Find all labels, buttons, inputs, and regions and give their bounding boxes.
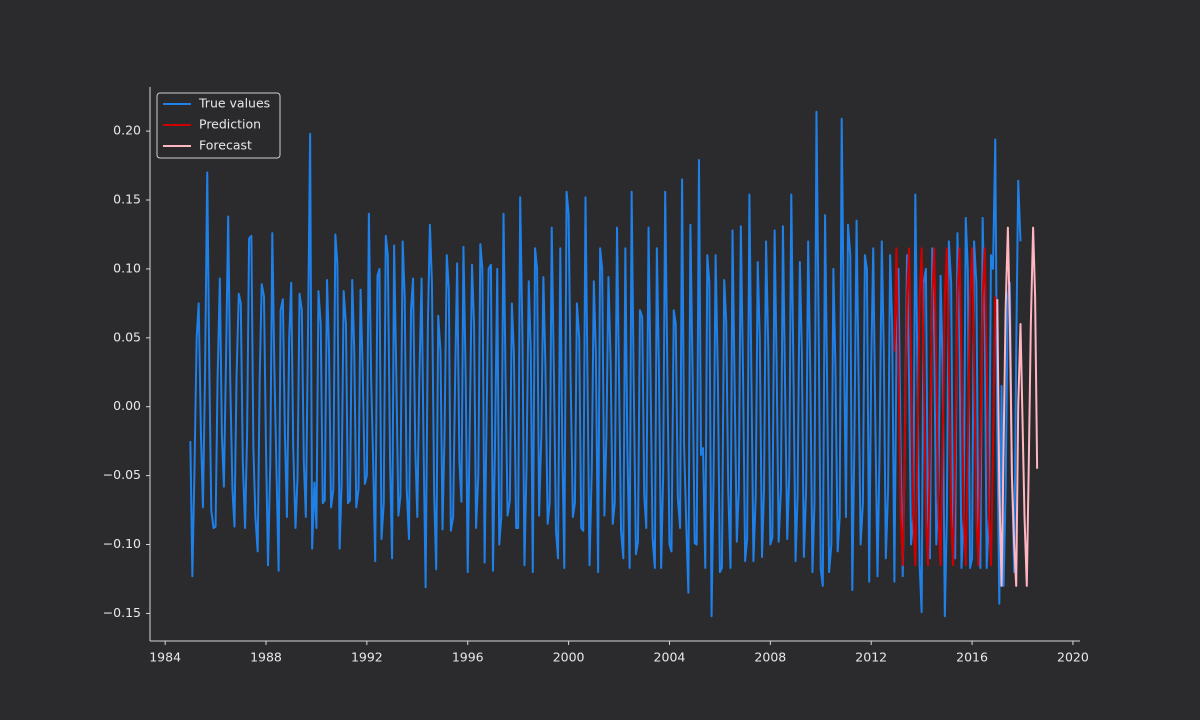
series-line: [893, 247, 997, 567]
y-tick-label: 0.10: [113, 260, 141, 275]
y-tick-label: −0.10: [103, 536, 141, 551]
x-tick-label: 2000: [553, 650, 585, 665]
y-tick-label: 0.15: [113, 192, 141, 207]
x-tick-label: 1988: [250, 650, 282, 665]
series-line: [996, 226, 1039, 587]
legend-box: [156, 92, 281, 159]
x-tick-label: 1996: [452, 650, 484, 665]
series-line: [189, 110, 1022, 618]
x-tick-label: 1984: [149, 650, 181, 665]
y-tick-label: −0.15: [103, 605, 141, 620]
x-tick-label: 1992: [351, 650, 383, 665]
legend-label: Prediction: [199, 117, 261, 132]
y-tick-label: 0.05: [113, 329, 141, 344]
x-tick-label: 2012: [855, 650, 887, 665]
y-tick-label: 0.00: [113, 398, 141, 413]
x-tick-label: 2020: [1057, 650, 1089, 665]
y-tick-label: −0.05: [103, 467, 141, 482]
legend-label: Forecast: [199, 138, 252, 153]
x-tick-label: 2016: [956, 650, 988, 665]
legend-label: True values: [198, 96, 270, 111]
x-tick-label: 2008: [754, 650, 786, 665]
x-tick-label: 2004: [654, 650, 686, 665]
y-tick-label: 0.20: [113, 123, 141, 138]
